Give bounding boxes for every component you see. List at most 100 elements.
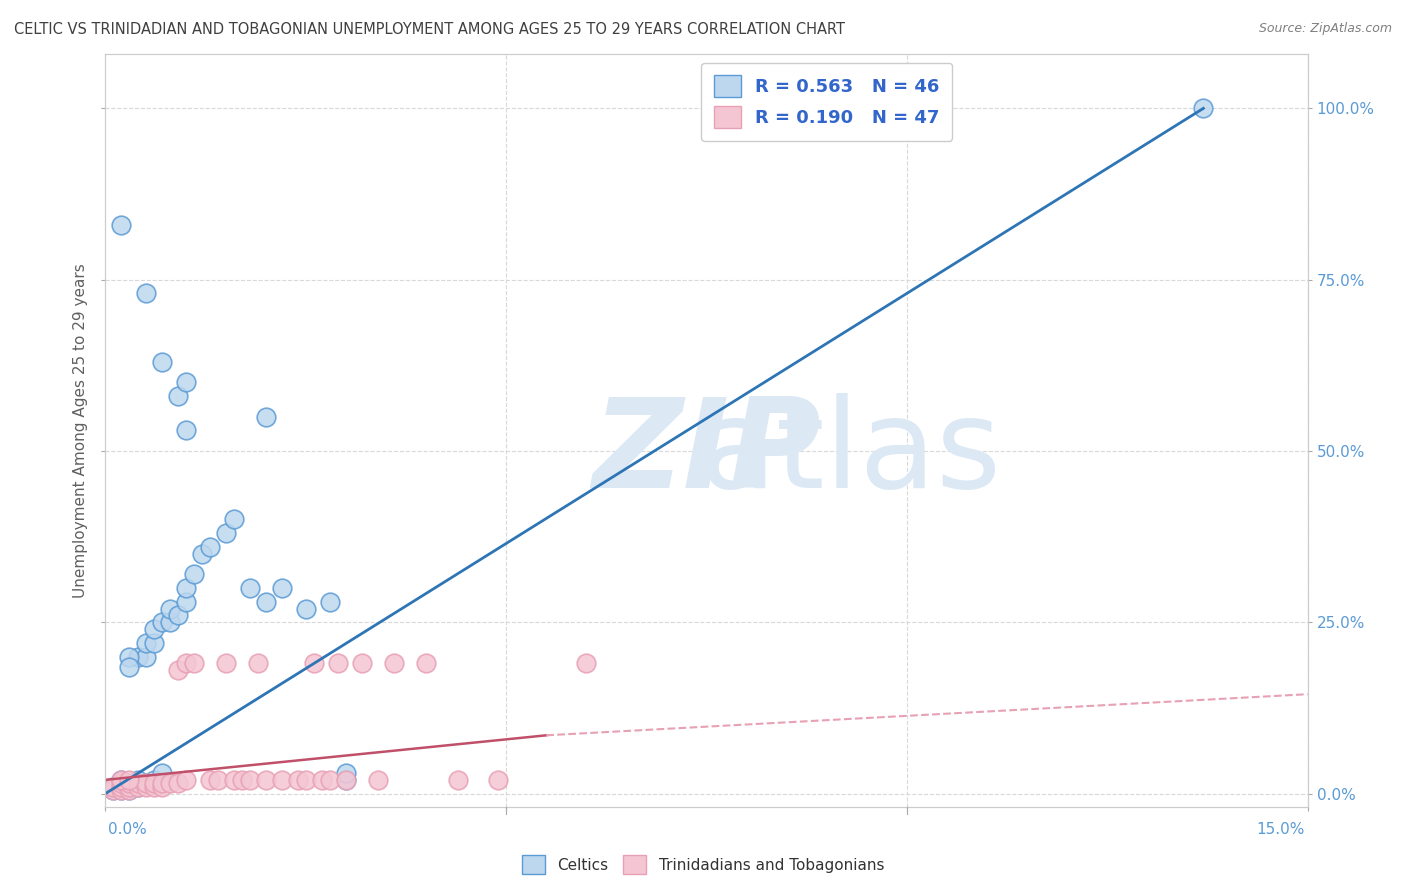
Y-axis label: Unemployment Among Ages 25 to 29 years: Unemployment Among Ages 25 to 29 years [73,263,89,598]
Point [118,780,141,794]
Point [350,657,373,671]
Point [254,595,277,609]
Point [198,540,221,554]
Point [447,772,470,787]
Point [110,772,132,787]
Point [118,649,141,664]
Point [135,780,157,794]
Point [302,657,325,671]
Point [127,780,149,794]
Point [150,776,173,790]
Point [198,772,221,787]
Point [166,663,188,677]
Point [159,776,181,790]
Point [311,772,333,787]
Point [174,581,197,595]
Point [159,601,181,615]
Point [166,776,188,790]
Point [118,780,141,794]
Point [174,376,197,390]
Point [110,780,132,794]
Point [382,657,405,671]
Point [110,783,132,797]
Point [214,657,236,671]
Point [142,636,165,650]
Point [254,409,277,424]
Point [142,776,165,790]
Point [174,657,197,671]
Point [110,783,132,797]
Point [103,780,125,794]
Point [222,512,245,526]
Point [127,649,149,664]
Point [335,772,357,787]
Point [118,776,141,790]
Point [239,581,262,595]
Point [103,783,125,797]
Point [486,772,509,787]
Point [142,622,165,636]
Text: atlas: atlas [700,392,1002,514]
Point [103,780,125,794]
Point [174,595,197,609]
Point [142,772,165,787]
Point [118,776,141,790]
Point [142,780,165,794]
Point [295,601,318,615]
Point [367,772,389,787]
Point [190,547,212,561]
Point [135,776,157,790]
Point [127,772,149,787]
Point [270,772,292,787]
Point [150,766,173,780]
Point [127,780,149,794]
Point [319,772,342,787]
Point [174,424,197,438]
Point [295,772,318,787]
Point [118,783,141,797]
Point [166,389,188,403]
Point [287,772,309,787]
Text: ZIP: ZIP [592,392,821,514]
Point [246,657,269,671]
Point [231,772,253,787]
Point [135,649,157,664]
Point [150,615,173,630]
Point [1192,101,1215,115]
Text: CELTIC VS TRINIDADIAN AND TOBAGONIAN UNEMPLOYMENT AMONG AGES 25 TO 29 YEARS CORR: CELTIC VS TRINIDADIAN AND TOBAGONIAN UNE… [14,22,845,37]
Point [239,772,262,787]
Text: 0.0%: 0.0% [108,822,148,837]
Point [183,567,205,582]
Point [207,772,229,787]
Legend: R = 0.563   N = 46, R = 0.190   N = 47: R = 0.563 N = 46, R = 0.190 N = 47 [702,62,952,141]
Point [254,772,277,787]
Point [135,636,157,650]
Point [118,783,141,797]
Point [110,772,132,787]
Point [159,615,181,630]
Point [183,657,205,671]
Point [214,526,236,541]
Point [135,776,157,790]
Text: Source: ZipAtlas.com: Source: ZipAtlas.com [1258,22,1392,36]
Point [135,286,157,301]
Point [110,776,132,790]
Point [415,657,437,671]
Point [174,772,197,787]
Legend: Celtics, Trinidadians and Tobagonians: Celtics, Trinidadians and Tobagonians [516,849,890,880]
Point [118,660,141,674]
Point [270,581,292,595]
Point [127,776,149,790]
Point [118,772,141,787]
Point [335,766,357,780]
Point [166,608,188,623]
Point [103,783,125,797]
Text: 15.0%: 15.0% [1257,822,1305,837]
Point [335,772,357,787]
Point [326,657,349,671]
Point [110,780,132,794]
Point [150,355,173,369]
Point [319,595,342,609]
Point [575,657,598,671]
Point [150,780,173,794]
